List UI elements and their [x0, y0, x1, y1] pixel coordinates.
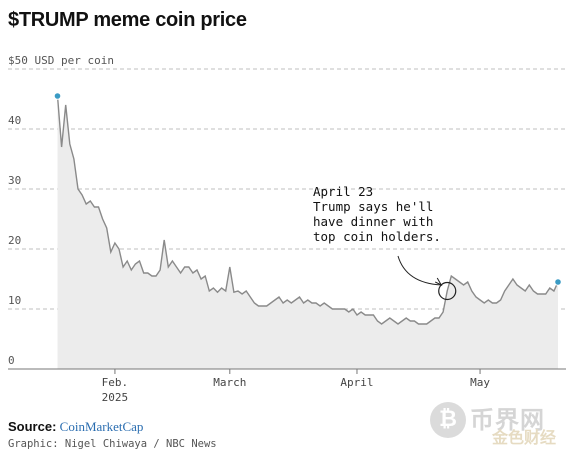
x-tick-label: Feb.	[102, 376, 129, 389]
annotation-line: top coin holders.	[313, 229, 441, 244]
price-line	[56, 95, 559, 325]
annotation-text: April 23 Trump says he'll have dinner with…	[313, 184, 441, 244]
chart-title: $TRUMP meme coin price	[8, 9, 247, 31]
price-area	[57, 96, 558, 369]
endpoint-markers	[53, 92, 562, 286]
annotation-arrow	[397, 255, 442, 286]
bitcoin-icon: ₿	[430, 402, 466, 438]
source-label: Source:	[8, 419, 57, 434]
annotation-line: have dinner with	[313, 214, 433, 229]
y-tick-label: 10	[8, 294, 21, 307]
y-tick-label: 0	[8, 354, 15, 367]
y-tick-label: 20	[8, 234, 21, 247]
y-tick-label: 40	[8, 114, 21, 127]
annotation-circle	[438, 281, 457, 301]
annotation: April 23 Trump says he'll have dinner with…	[313, 184, 457, 301]
annotation-line: Trump says he'll	[313, 199, 433, 214]
annotation-arrowhead	[435, 277, 443, 287]
y-tick-label: 30	[8, 174, 21, 187]
x-tick-label: March	[213, 376, 246, 389]
x-tick-sublabel: 2025	[102, 391, 129, 404]
watermark: ₿ 币界网 金色财经	[430, 398, 580, 447]
x-tick-label: May	[470, 376, 490, 389]
endpoint-marker	[554, 278, 562, 286]
watermark-text-large: 币界网	[470, 406, 545, 434]
price-chart: 0 10 20 30 40 $50 USD per coin Feb. 2025 March A…	[8, 54, 566, 404]
graphic-credit: Graphic: Nigel Chiwaya / NBC News	[8, 438, 217, 450]
source-line: Source: CoinMarketCap	[8, 419, 143, 435]
source-link[interactable]: CoinMarketCap	[59, 419, 144, 434]
x-tick-label: April	[340, 376, 373, 389]
watermark-text-small: 金色财经	[492, 428, 557, 447]
endpoint-marker	[53, 92, 62, 100]
y-tick-label: $50 USD per coin	[8, 54, 114, 67]
x-axis-ticks: Feb. 2025 March April May	[102, 369, 490, 404]
y-axis-ticks: 0 10 20 30 40 $50 USD per coin	[8, 54, 114, 367]
annotation-line: April 23	[313, 184, 373, 199]
